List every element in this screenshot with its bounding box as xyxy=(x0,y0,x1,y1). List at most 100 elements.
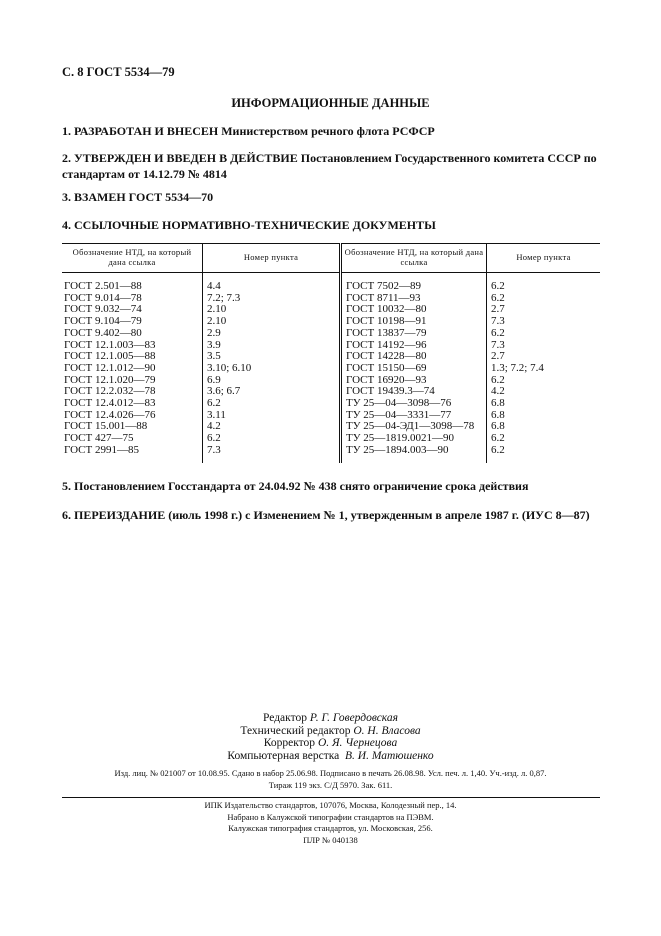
document-cell: ГОСТ 10032—80 xyxy=(339,304,487,317)
clause-cell: 7.3 xyxy=(486,315,600,328)
table-row: ГОСТ 9.032—74 2.10 ГОСТ 10032—80 2.7 xyxy=(62,303,600,317)
item-text: Постановлением Государственного комитета… xyxy=(62,151,597,181)
credits: Редактор Р. Г. Говердовская Технический … xyxy=(0,712,661,762)
clause-cell: 7.2; 7.3 xyxy=(202,292,341,305)
item-4: 4. ССЫЛОЧНЫЕ НОРМАТИВНО-ТЕХНИЧЕСКИЕ ДОКУ… xyxy=(62,217,602,233)
table-row: ГОСТ 2991—85 7.3 ТУ 25—1894.003—90 6.2 xyxy=(62,443,600,463)
page-header: С. 8 ГОСТ 5534—79 xyxy=(62,65,175,79)
credit-line: Технический редактор О. Н. Власова xyxy=(0,725,661,738)
clause-cell: 6.8 xyxy=(486,421,600,434)
clause-cell: 2.10 xyxy=(202,315,341,328)
col-header: Обозначение НТД, на который дана ссылка xyxy=(62,243,203,273)
table-row: ГОСТ 2.501—88 4.4 ГОСТ 7502—89 6.2 xyxy=(62,272,600,293)
imprint-line: Тираж 119 экз. С/Д 5970. Зак. 611. xyxy=(268,780,393,790)
document-cell: ГОСТ 14228—80 xyxy=(339,351,487,363)
clause-cell: 3.5 xyxy=(202,351,341,363)
credit-role: Корректор xyxy=(263,737,316,749)
document-cell: ГОСТ 7502—89 xyxy=(339,272,487,293)
document-cell: ГОСТ 19439.3—74 xyxy=(339,386,487,399)
clause-cell: 4.2 xyxy=(202,421,341,434)
col-header: Номер пункта xyxy=(202,243,341,273)
document-cell: ГОСТ 15.001—88 xyxy=(64,420,148,433)
document-cell: ГОСТ 12.2.032—78 xyxy=(64,385,156,398)
credit-name: О. Я. Чернецова xyxy=(317,737,398,749)
item-3: 3. ВЗАМЕН ГОСТ 5534—70 xyxy=(62,189,602,205)
item-lead: 1. РАЗРАБОТАН И ВНЕСЕН xyxy=(62,124,219,138)
item-lead: 4. ССЫЛОЧНЫЕ НОРМАТИВНО-ТЕХНИЧЕСКИЕ ДОКУ… xyxy=(62,218,436,232)
credit-name: О. Н. Власова xyxy=(353,724,421,737)
document-cell: ГОСТ 9.032—74 xyxy=(64,303,142,316)
section-title: ИНФОРМАЦИОННЫЕ ДАННЫЕ xyxy=(231,96,430,110)
clause-cell: 3.11 xyxy=(202,409,341,422)
clause-cell: 3.6; 6.7 xyxy=(202,386,341,399)
clause-cell: 6.2 xyxy=(202,432,341,445)
clause-cell: 3.10; 6.10 xyxy=(202,362,341,375)
document-cell: ГОСТ 12.1.005—88 xyxy=(64,350,156,363)
table-row: ГОСТ 12.1.003—83 3.9 ГОСТ 14192—96 7.3 xyxy=(62,338,600,352)
clause-cell: 4.4 xyxy=(202,272,341,293)
clause-cell: 6.8 xyxy=(486,397,600,410)
table-row: ГОСТ 9.014—78 7.2; 7.3 ГОСТ 8711—93 6.2 xyxy=(62,291,600,305)
document-cell: ГОСТ 13837—79 xyxy=(339,327,487,340)
item-lead: 3. ВЗАМЕН ГОСТ 5534—70 xyxy=(62,190,214,204)
clause-cell: 6.8 xyxy=(486,409,600,422)
clause-cell: 1.3; 7.2; 7.4 xyxy=(486,362,600,375)
document-cell: ГОСТ 12.1.020—79 xyxy=(64,373,156,386)
clause-cell: 6.2 xyxy=(486,272,600,293)
document-cell: ГОСТ 8711—93 xyxy=(339,292,487,305)
table-row: ГОСТ 12.1.020—79 6.9 ГОСТ 16920—93 6.2 xyxy=(62,373,600,387)
document-cell: ТУ 25—1894.003—90 xyxy=(339,444,487,463)
credit-line: Редактор Р. Г. Говердовская xyxy=(0,712,661,725)
table-row: ГОСТ 427—75 6.2 ТУ 25—1819.0021—90 6.2 xyxy=(62,432,600,445)
clause-cell: 7.3 xyxy=(202,444,341,463)
clause-cell: 6.2 xyxy=(486,327,600,340)
item-text: Министерством речного флота РСФСР xyxy=(218,124,435,138)
table-row: ГОСТ 12.1.005—88 3.5 ГОСТ 14228—80 2.7 xyxy=(62,351,600,363)
item-6: 6. ПЕРЕИЗДАНИЕ (июль 1998 г.) с Изменени… xyxy=(62,508,590,522)
clause-cell: 2.7 xyxy=(486,351,600,363)
document-cell: ГОСТ 427—75 xyxy=(64,432,134,445)
clause-cell: 6.2 xyxy=(202,397,341,410)
document-cell: ТУ 25—04-ЭД1—3098—78 xyxy=(339,421,487,434)
document-cell: ГОСТ 12.1.003—83 xyxy=(64,338,156,351)
document-cell: ГОСТ 14192—96 xyxy=(339,339,487,352)
table-row: ГОСТ 12.4.026—76 3.11 ТУ 25—04—3331—77 6.8 xyxy=(62,408,600,422)
credit-role: Технический редактор xyxy=(240,724,351,737)
document-cell: ГОСТ 12.4.026—76 xyxy=(64,408,156,421)
document-cell: ГОСТ 2.501—88 xyxy=(64,280,142,292)
document-cell: ГОСТ 12.1.012—90 xyxy=(64,361,156,374)
publisher-line: Набрано в Калужской типографии стандарто… xyxy=(227,811,434,822)
references-table: Обозначение НТД, на который дана ссылка … xyxy=(62,243,600,463)
table-header: Обозначение НТД, на который дана ссылка … xyxy=(62,243,600,273)
document-cell: ГОСТ 12.4.012—83 xyxy=(64,397,156,410)
clause-cell: 7.3 xyxy=(486,339,600,352)
credit-role: Компьютерная верстка xyxy=(227,749,340,762)
col-header: Обозначение НТД, на который дана ссылка xyxy=(339,243,487,273)
document-cell: ТУ 25—04—3331—77 xyxy=(339,409,487,422)
document-cell: ГОСТ 9.104—79 xyxy=(64,315,142,328)
document-cell: ГОСТ 9.402—80 xyxy=(64,326,142,339)
document-cell: ГОСТ 16920—93 xyxy=(339,374,487,387)
table-row: ГОСТ 15.001—88 4.2 ТУ 25—04-ЭД1—3098—78 6.8 xyxy=(62,420,600,434)
clause-cell: 6.2 xyxy=(486,292,600,305)
clause-cell: 2.10 xyxy=(202,304,341,317)
table-row: ГОСТ 9.104—79 2.10 ГОСТ 10198—91 7.3 xyxy=(62,315,600,328)
publisher-line: Калужская типография стандартов, ул. Мос… xyxy=(228,823,433,833)
clause-cell: 3.9 xyxy=(202,339,341,352)
document-cell: ГОСТ 2991—85 xyxy=(64,443,139,456)
document-cell: ГОСТ 9.014—78 xyxy=(64,291,142,304)
document-cell: ТУ 25—1819.0021—90 xyxy=(339,432,487,445)
credit-name: В. И. Матюшенко xyxy=(345,749,434,762)
clause-cell: 4.2 xyxy=(486,386,600,399)
item-1: 1. РАЗРАБОТАН И ВНЕСЕН Министерством реч… xyxy=(62,123,602,139)
col-header: Номер пункта xyxy=(486,243,600,273)
table-row: ГОСТ 12.2.032—78 3.6; 6.7 ГОСТ 19439.3—74 4… xyxy=(62,385,600,399)
credit-line: Компьютерная верстка В. И. Матюшенко xyxy=(0,750,661,763)
publisher-line: ПЛР № 040138 xyxy=(303,834,358,845)
credit-role: Редактор xyxy=(263,712,307,724)
divider xyxy=(62,797,600,798)
table-row: ГОСТ 12.4.012—83 6.2 ТУ 25—04—3098—76 6.8 xyxy=(62,397,600,410)
publisher-line: ИПК Издательство стандартов, 107076, Мос… xyxy=(204,800,457,810)
document-cell: ГОСТ 15150—69 xyxy=(339,362,487,375)
document-cell: ТУ 25—04—3098—76 xyxy=(339,397,487,410)
